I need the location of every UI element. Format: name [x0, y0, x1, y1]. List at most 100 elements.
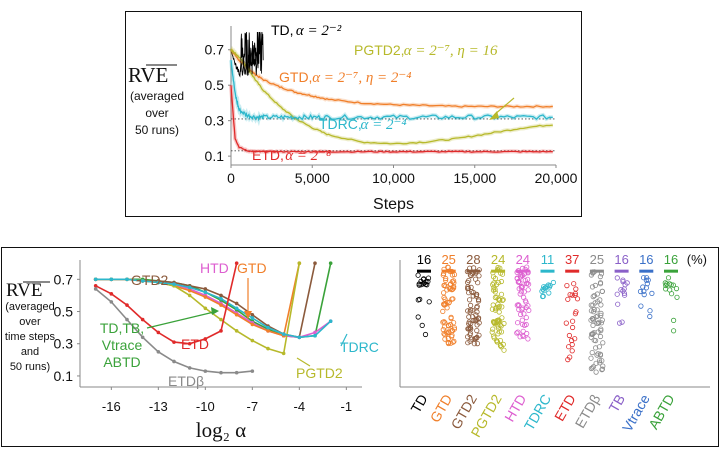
scatter-point-HTD — [522, 277, 528, 284]
scatter-point-TD — [415, 314, 421, 320]
series-line-ETD — [95, 263, 238, 345]
scatter-point-ETDβ — [592, 345, 599, 351]
scatter-point-PGTD2 — [495, 304, 502, 311]
scatter-point-ETDβ — [593, 369, 599, 375]
scatter-point-TDRC — [546, 290, 552, 296]
series-label-ETD: ETD — [181, 336, 209, 352]
column-max-marker-GTD2 — [466, 269, 481, 273]
column-count-GTD: 25 — [441, 252, 455, 267]
scatter-point-Vtrace — [643, 275, 650, 281]
scatter-point-ETDβ — [589, 331, 596, 338]
scatter-point-ETDβ — [598, 302, 604, 308]
series-label-ETD: ETD, — [252, 147, 284, 163]
scatter-point-HTD — [518, 283, 525, 290]
scatter-point-HTD — [517, 311, 524, 318]
series-label-ETDβ: ETDβ — [168, 373, 204, 389]
y-axis-sublabel: 50 runs) — [135, 123, 179, 137]
scatter-point-Vtrace — [647, 313, 653, 320]
series-line-TDRC — [95, 278, 332, 339]
column-count-ABTD: 16 — [664, 252, 678, 267]
series-point-PGTD2 — [187, 293, 192, 298]
series-point-GTD — [234, 312, 239, 317]
scatter-point-GTD — [445, 335, 451, 342]
scatter-point-PGTD2 — [494, 294, 500, 300]
scatter-point-TDRC — [540, 286, 546, 292]
scatter-point-PGTD2 — [501, 347, 507, 353]
scatter-point-HTD — [520, 294, 527, 301]
scatter-point-TB — [615, 301, 621, 307]
scatter-point-ETD — [565, 357, 571, 363]
series-point-ETDβ — [172, 359, 176, 364]
annotation-arrow — [493, 97, 515, 116]
scatter-point-HTD — [526, 307, 532, 314]
scatter-point-ABTD — [668, 291, 675, 297]
scatter-point-ETDβ — [594, 352, 600, 358]
scatter-point-ETDβ — [592, 282, 599, 289]
annotation-arrowhead — [211, 307, 219, 315]
annotation-arrowhead — [489, 111, 499, 120]
scatter-point-TD — [417, 296, 423, 303]
series-alpha-GTD: α = 2⁻⁷, η = 2⁻⁴ — [312, 70, 411, 86]
column-count-GTD2: 28 — [466, 252, 480, 267]
y-tick-label: 0.1 — [205, 148, 225, 164]
x-tick-label: -16 — [102, 399, 121, 414]
column-count-HTD: 24 — [516, 252, 530, 267]
scatter-point-ETD — [574, 296, 581, 302]
scatter-point-PGTD2 — [492, 275, 498, 282]
series-label-TDRC: TDRC — [340, 339, 379, 355]
scatter-point-PGTD2 — [490, 326, 496, 332]
scatter-point-Vtrace — [641, 288, 647, 294]
series-point-ETDβ — [93, 287, 98, 291]
series-point-TD,TB,Vtrace,ABTD — [328, 261, 333, 266]
scatter-point-HTD — [514, 330, 520, 336]
scatter-point-HTD — [517, 334, 523, 340]
scatter-point-PGTD2 — [495, 279, 502, 286]
scatter-point-ETDβ — [598, 310, 604, 317]
scatter-point-TDRC — [545, 282, 552, 288]
series-label-HTD: HTD — [200, 260, 229, 276]
series-point-ETDβ — [109, 300, 114, 304]
scatter-point-GTD2 — [470, 289, 476, 296]
column-max-marker-TD — [417, 269, 431, 273]
series-label-PGTD2: PGTD2, — [354, 42, 405, 58]
scatter-point-TD — [422, 331, 429, 338]
scatter-point-TDRC — [541, 284, 547, 290]
series-line-PGTD2 — [230, 48, 553, 145]
scatter-point-GTD2 — [466, 314, 472, 320]
scatter-point-ETD — [572, 292, 578, 298]
series-point-GTD2 — [234, 301, 239, 306]
scatter-point-TB — [616, 320, 623, 326]
scatter-point-HTD — [515, 279, 521, 285]
series-point-GTD — [187, 288, 192, 293]
scatter-point-ETDβ — [598, 326, 604, 332]
scatter-point-ETD — [565, 296, 571, 302]
scatter-point-TB — [618, 287, 624, 293]
series-point-ETDβ — [187, 366, 192, 370]
series-alpha-ETD: α = 2⁻⁸ — [285, 148, 331, 164]
series-point-ETD — [187, 341, 192, 346]
x-tick-label: 10,000 — [372, 170, 415, 186]
column-max-marker-ABTD — [664, 269, 678, 273]
scatter-point-ETDβ — [590, 322, 596, 329]
scatter-point-PGTD2 — [499, 304, 505, 310]
scatter-point-ABTD — [670, 328, 677, 334]
y-axis-sublabel: (averaged — [130, 89, 184, 103]
scatter-point-GTD2 — [465, 285, 471, 292]
scatter-point-TD — [424, 282, 430, 288]
bottom-chart-panel: 0.1 0.3 0.5 0.7 -16 -13 -10 -7 -4 -1 log₂ α RVE (ave… — [1, 247, 719, 447]
series-label-GTD: GTD — [237, 260, 267, 276]
series-point-ETD — [93, 283, 98, 288]
series-point-PGTD2 — [297, 261, 302, 266]
scatter-point-ETDβ — [588, 365, 595, 372]
scatter-point-GTD — [450, 296, 456, 302]
scatter-point-ABTD — [674, 294, 680, 300]
scatter-point-HTD — [521, 289, 527, 295]
series-point-PGTD2 — [203, 306, 208, 311]
scatter-point-GTD2 — [471, 341, 477, 347]
scatter-point-GTD2 — [469, 336, 475, 342]
x-axis-label: log₂ α — [196, 418, 246, 442]
scatter-point-GTD — [442, 320, 448, 326]
scatter-point-ETDβ — [588, 355, 594, 361]
scatter-point-GTD2 — [474, 303, 480, 310]
scatter-point-TDRC — [540, 293, 546, 299]
